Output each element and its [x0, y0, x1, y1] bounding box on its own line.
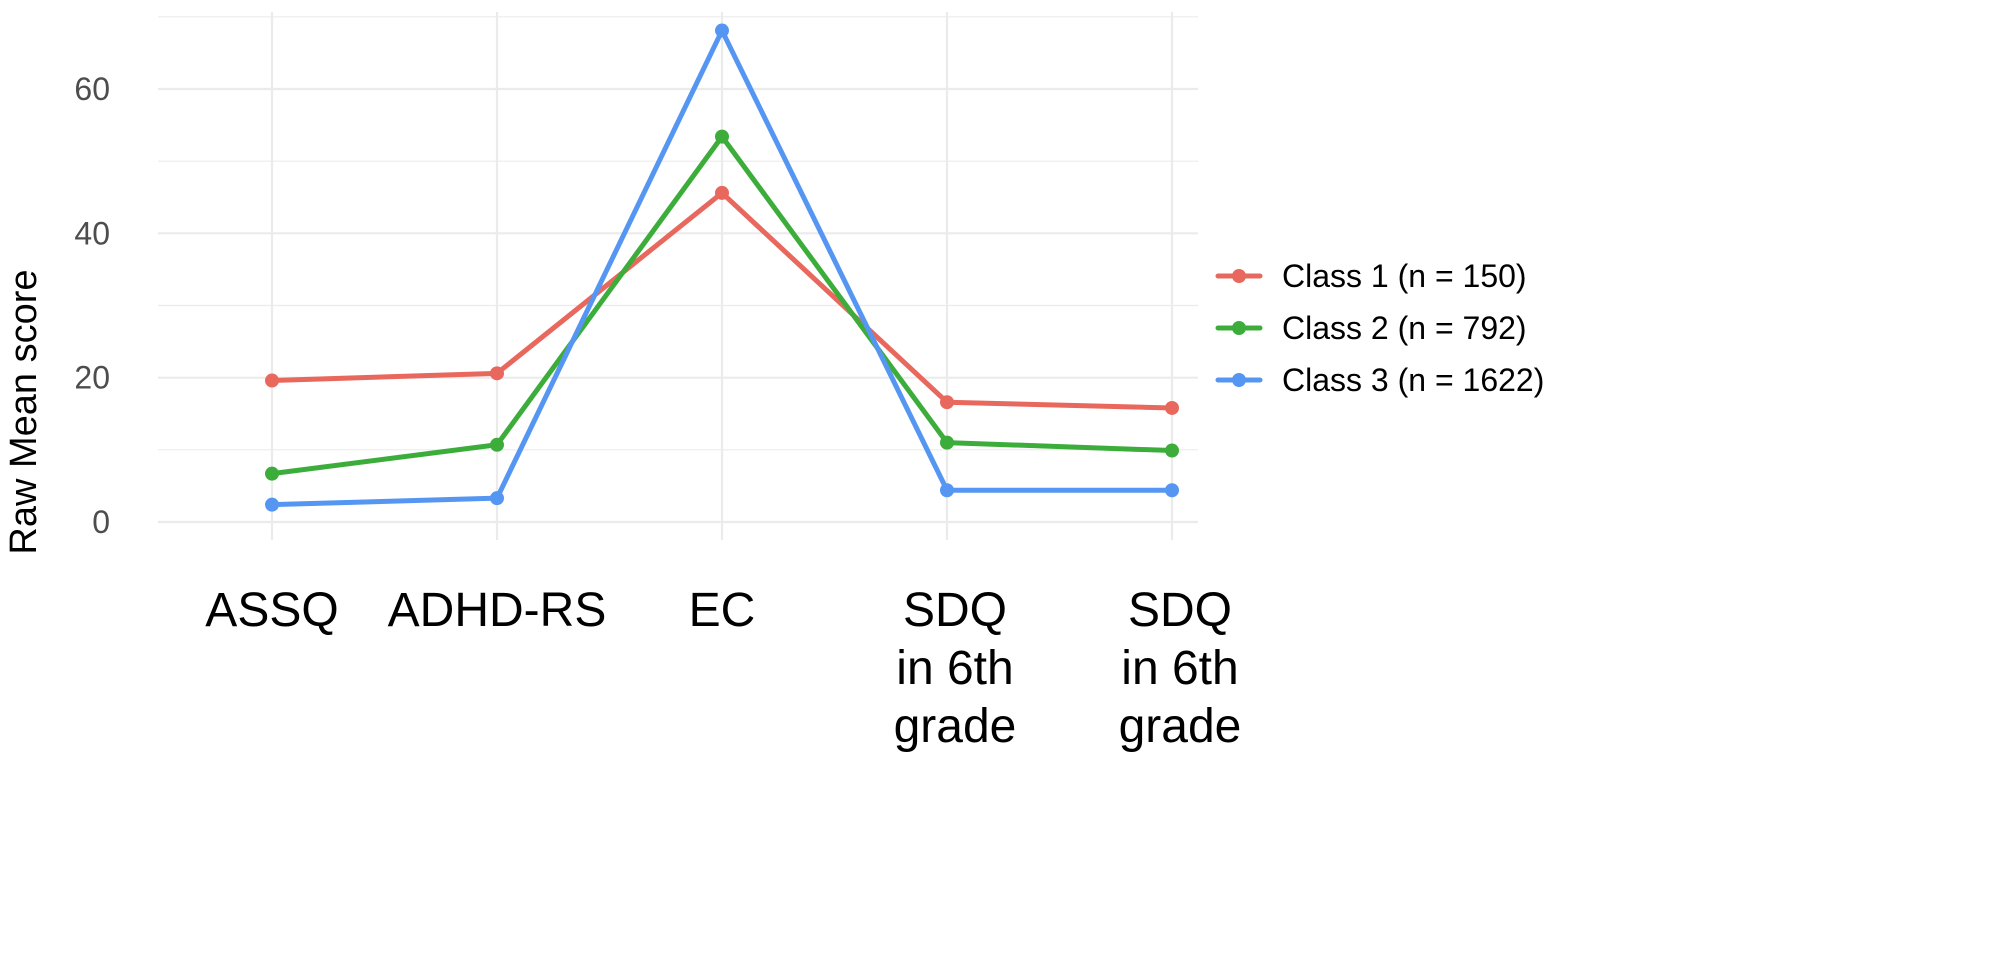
- data-point-class-2: [940, 435, 954, 450]
- y-tick-label: 0: [92, 504, 110, 540]
- y-tick-label: 40: [74, 215, 110, 251]
- legend-key-point: [1232, 373, 1246, 387]
- data-point-class-3: [1165, 483, 1179, 498]
- data-point-class-1: [1165, 400, 1179, 415]
- legend-item-class-2: Class 2 (n = 792): [1215, 310, 1527, 346]
- y-axis-label: Raw Mean score: [3, 269, 45, 554]
- x-tick-label: EC: [689, 584, 756, 637]
- legend-label: Class 2 (n = 792): [1282, 310, 1527, 346]
- data-point-class-2: [490, 437, 504, 452]
- data-point-class-3: [490, 491, 504, 506]
- data-point-class-1: [265, 373, 279, 388]
- data-point-class-3: [265, 497, 279, 512]
- x-tick-label: SDQ in 6th grade: [1119, 584, 1242, 753]
- legend-key-point: [1232, 269, 1246, 283]
- y-tick-label: 20: [74, 360, 110, 396]
- legend-item-class-1: Class 1 (n = 150): [1215, 258, 1527, 294]
- y-axis-ticks: 0 20 40 60: [74, 71, 110, 540]
- data-point-class-2: [265, 466, 279, 481]
- data-point-class-1: [490, 366, 504, 381]
- legend: Class 1 (n = 150) Class 2 (n = 792) Class …: [1215, 258, 1544, 398]
- legend-key-point: [1232, 321, 1246, 335]
- data-point-class-2: [1165, 443, 1179, 458]
- data-point-class-3: [715, 23, 729, 38]
- series-group: [265, 23, 1179, 512]
- legend-item-class-3: Class 3 (n = 1622): [1215, 362, 1544, 398]
- x-axis-ticks: ASSQ ADHD-RS EC SDQ in 6th grade SDQ in 6th grad…: [205, 584, 1241, 753]
- legend-label: Class 3 (n = 1622): [1282, 362, 1544, 398]
- data-point-class-1: [940, 395, 954, 410]
- data-point-class-3: [940, 483, 954, 498]
- legend-label: Class 1 (n = 150): [1282, 258, 1527, 294]
- data-point-class-2: [715, 129, 729, 144]
- x-tick-label: ASSQ: [205, 584, 338, 637]
- x-tick-label: ADHD-RS: [388, 584, 607, 637]
- x-tick-label: SDQ in 6th grade: [894, 584, 1017, 753]
- data-point-class-1: [715, 185, 729, 200]
- grid: [158, 12, 1198, 540]
- y-tick-label: 60: [74, 71, 110, 107]
